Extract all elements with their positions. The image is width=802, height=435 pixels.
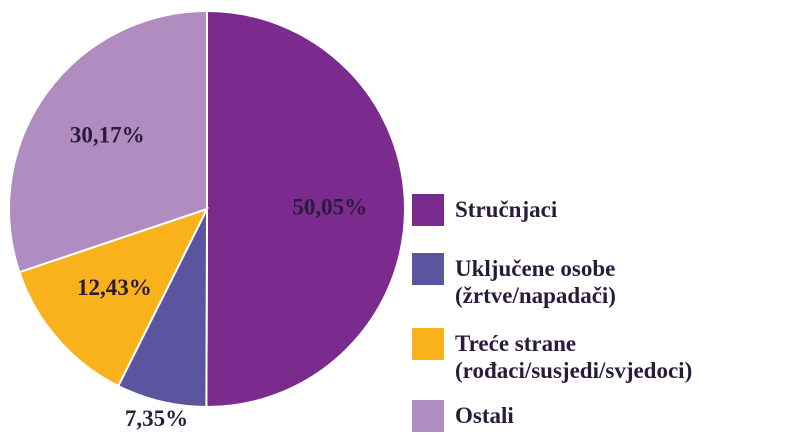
pie-slice: [18, 207, 209, 388]
legend-label: Uključene osobe (žrtve/napadači): [455, 256, 616, 308]
legend: Stručnjaci Uključene osobe (žrtve/napadač…: [412, 0, 802, 435]
data-label: 50,05%: [292, 194, 367, 219]
legend-item: Treće strane (rođaci/susjedi/svjedoci): [412, 328, 692, 384]
legend-item: Ostali: [412, 400, 514, 432]
pie-slice: [205, 9, 407, 408]
pie-slice: [8, 9, 208, 274]
data-label: 7,35%: [125, 406, 188, 431]
legend-swatch: [412, 400, 444, 432]
legend-label: Stručnjaci: [455, 197, 558, 222]
legend-label: Treće strane (rođaci/susjedi/svjedoci): [455, 331, 693, 383]
data-label: 12,43%: [77, 275, 152, 300]
chart: 50,05% 7,35% 12,43% 30,17%: [8, 9, 407, 431]
legend-label: Ostali: [455, 403, 514, 428]
legend-swatch: [412, 194, 444, 226]
legend-item: Uključene osobe (žrtve/napadači): [412, 253, 616, 309]
data-label: 30,17%: [70, 123, 145, 148]
legend-item: Stručnjaci: [412, 194, 557, 226]
legend-swatch: [412, 253, 444, 285]
legend-swatch: [412, 328, 444, 360]
